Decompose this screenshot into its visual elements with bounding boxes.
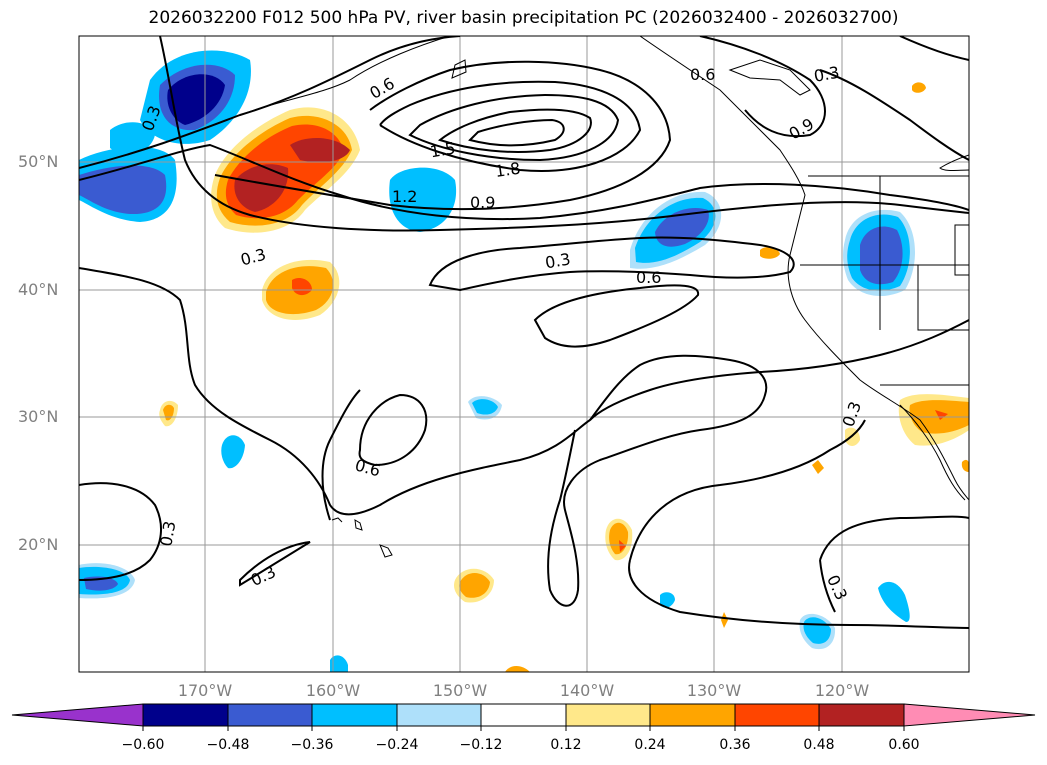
colorbar-segment (142, 703, 229, 727)
colorbar-segment (903, 703, 1036, 727)
lat-label: 20°N (18, 535, 59, 554)
contour-label: 0.3 (812, 63, 840, 86)
colorbar-segment (649, 703, 736, 727)
colorbar-tick-label: 0.48 (803, 737, 835, 753)
contour-label: 0.6 (636, 268, 661, 287)
contour-label: 1.8 (494, 159, 522, 181)
lon-label: 140°W (559, 681, 615, 700)
contour-label: 1.5 (428, 138, 456, 161)
coastlines (239, 36, 969, 558)
contour-label: 0.6 (690, 65, 715, 84)
colorbar-tick-label: 0.24 (634, 737, 666, 753)
lat-label: 40°N (18, 280, 59, 299)
pv-contours (79, 36, 969, 629)
colorbar-tick-label: −0.60 (121, 737, 165, 753)
colorbar-segment (311, 703, 398, 727)
colorbar-segment (227, 703, 313, 727)
colorbar-segment (480, 703, 567, 727)
colorbar-tick-label: −0.48 (206, 737, 250, 753)
colorbar-tick-label: 0.60 (888, 737, 920, 753)
lat-label: 50°N (18, 152, 59, 171)
lon-label: 150°W (432, 681, 488, 700)
map-title: 2026032200 F012 500 hPa PV, river basin … (148, 8, 899, 28)
contour-label: 0.3 (156, 519, 179, 547)
contour-label: 0.9 (470, 193, 495, 212)
colorbar-tick-label: −0.36 (290, 737, 334, 753)
lat-label: 30°N (18, 407, 59, 426)
lon-label: 170°W (177, 681, 233, 700)
colorbar-tick-label: −0.24 (375, 737, 419, 753)
lon-label: 120°W (814, 681, 870, 700)
contour-label: 0.3 (544, 249, 572, 272)
colorbar-tick-label: −0.12 (459, 737, 503, 753)
colorbar-tick-label: 0.12 (550, 737, 582, 753)
lon-label: 130°W (686, 681, 742, 700)
colorbar-tick-label: 0.36 (719, 737, 751, 753)
lon-label: 160°W (305, 681, 361, 700)
plot-border (78, 35, 970, 673)
contour-label: 1.2 (392, 187, 417, 206)
colorbar-segment (818, 703, 905, 727)
colorbar-segment (734, 703, 820, 727)
colorbar-segment (11, 703, 144, 727)
colorbar (11, 703, 1036, 731)
colorbar-segment (396, 703, 482, 727)
colorbar-segment (565, 703, 651, 727)
